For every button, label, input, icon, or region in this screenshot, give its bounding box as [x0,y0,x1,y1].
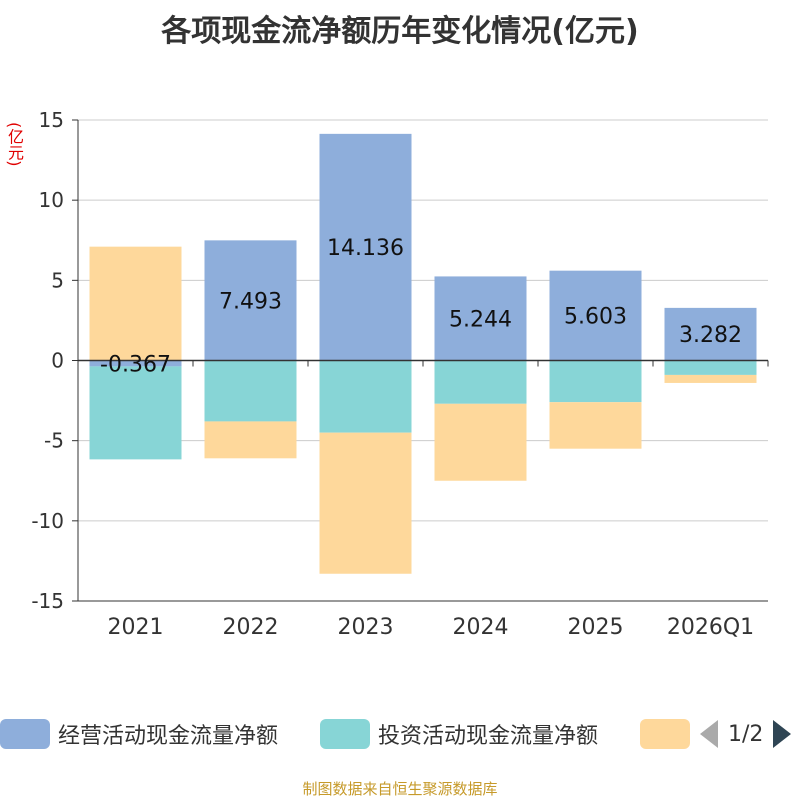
bar-series2-2023 [319,432,412,574]
bar-chart: 15 10 5 0 -5 -10 -15 2021 2022 2023 2024 2025 2026Q1… [31,108,769,640]
legend: 经营活动现金流量净额 投资活动现金流量净额 [0,716,800,752]
bar-series0-2026Q1 [664,307,757,361]
bar-series1-2025 [549,360,642,403]
y-tick-label: 5 [51,268,64,292]
bar-series2-2026Q1 [664,374,757,383]
legend-swatch-financing [640,719,690,749]
legend-item-operating[interactable]: 经营活动现金流量净额 [0,716,278,752]
x-tick-label: 2022 [223,615,279,640]
x-tick-label: 2025 [568,615,624,640]
y-tick-label: -5 [44,429,64,453]
bar-series0-2022 [204,240,297,361]
legend-item-financing[interactable] [640,716,698,752]
chart-title: 各项现金流净额历年变化情况(亿元) [161,14,639,49]
y-tick-label: 15 [39,108,64,132]
x-tick-label: 2024 [453,615,509,640]
data-label: -0.367 [100,352,171,377]
bar-series1-2023 [319,360,412,433]
bar-series1-2021 [89,366,182,460]
bar-series1-2022 [204,360,297,422]
y-axis-unit-label: (亿元) [5,122,24,167]
data-label: 5.603 [564,305,627,330]
y-tick-label: -15 [31,589,64,613]
bar-series1-2024 [434,360,527,404]
bar-series2-2021 [89,246,182,361]
bar-series0-2023 [319,133,412,361]
x-tick-label: 2021 [108,615,164,640]
bar-series2-2025 [549,402,642,449]
legend-swatch-operating [0,719,50,749]
data-label: 5.244 [449,307,512,332]
prev-page-icon[interactable] [700,720,718,748]
y-tick-label: -10 [31,509,64,533]
page-indicator: 1/2 [728,721,764,747]
y-tick-label: 0 [51,349,64,373]
data-label: 3.282 [679,323,742,348]
bar-series2-2024 [434,403,527,481]
x-tick-label: 2023 [338,615,394,640]
legend-label-operating: 经营活动现金流量净额 [58,724,279,749]
legend-pager: 1/2 [700,716,792,752]
y-tick-label: 10 [39,188,64,212]
bar-series0-2025 [549,270,642,361]
data-label: 14.136 [327,236,404,261]
legend-label-investing: 投资活动现金流量净额 [378,724,599,749]
legend-item-investing[interactable]: 投资活动现金流量净额 [320,716,598,752]
legend-swatch-investing [320,719,370,749]
data-label: 7.493 [219,289,282,314]
x-tick-label: 2026Q1 [667,615,754,640]
footer-source: 制图数据来自恒生聚源数据库 [302,780,498,798]
next-page-icon[interactable] [773,720,792,748]
bar-series2-2022 [204,421,297,459]
bar-series1-2026Q1 [664,360,757,375]
bar-series0-2024 [434,276,527,361]
bar-series0-2021 [89,360,182,367]
